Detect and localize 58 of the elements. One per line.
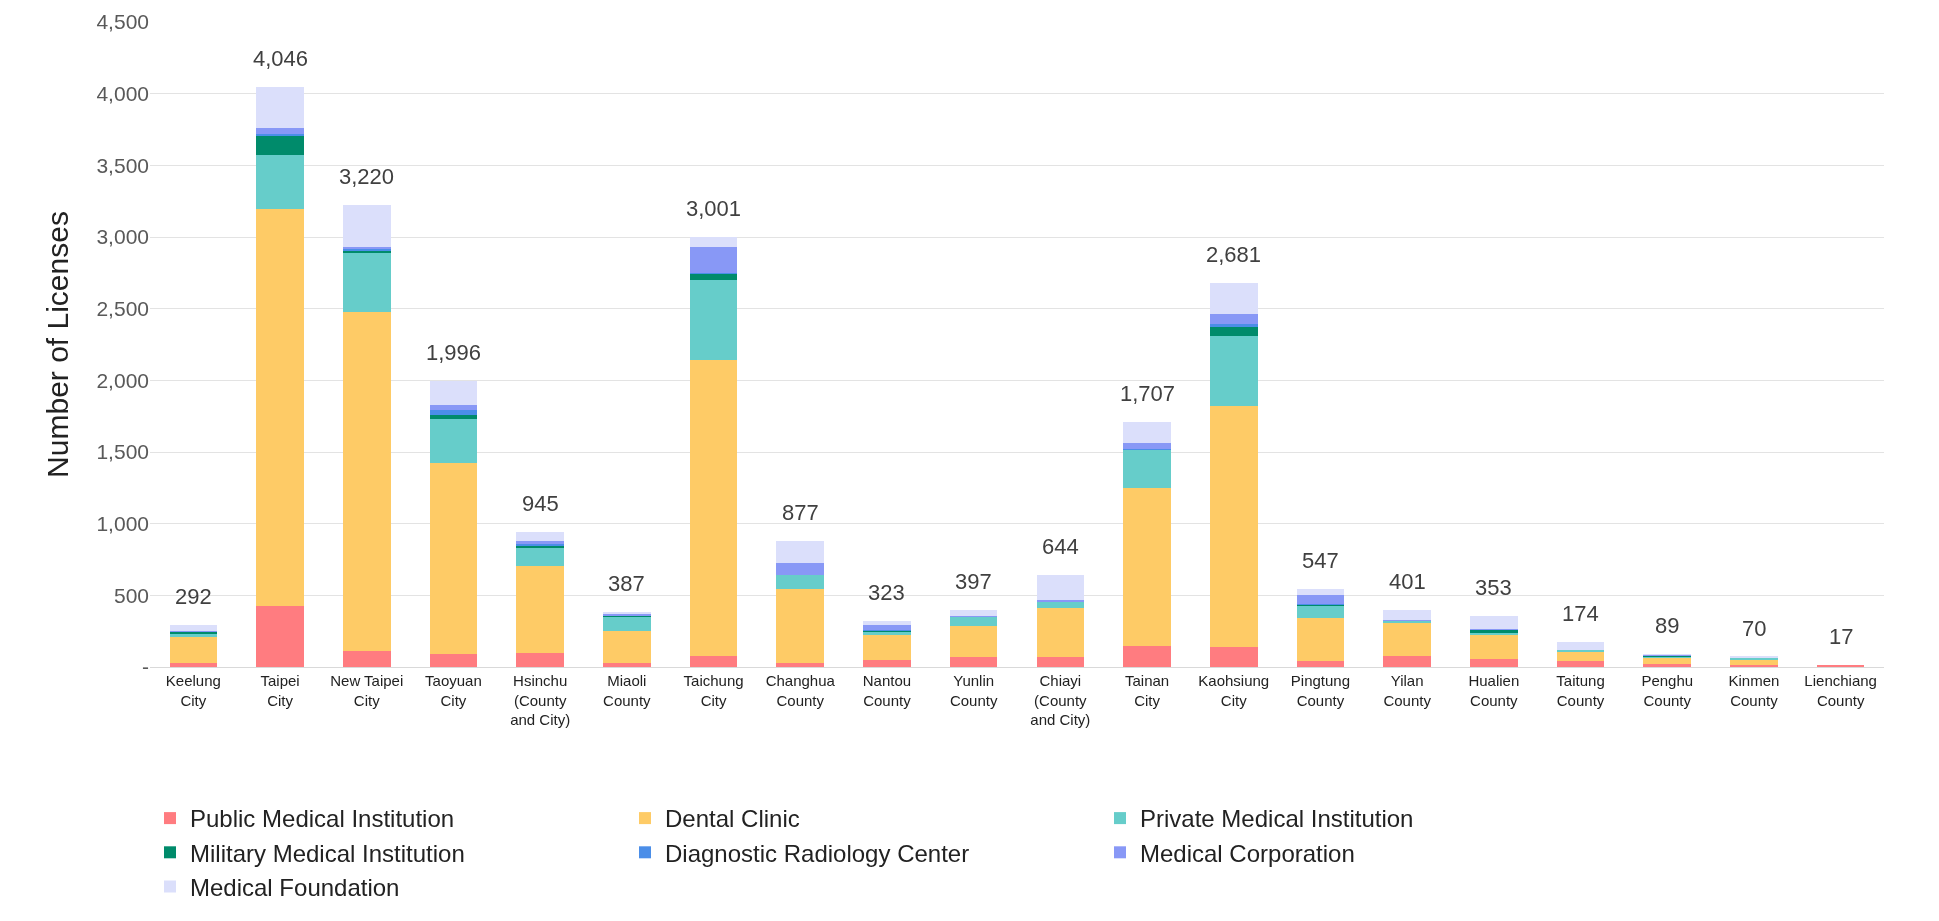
- total-label: 292: [175, 584, 212, 609]
- x-tick-label: Chiayi (County and City): [1030, 672, 1091, 728]
- x-tick-label: Keelung City: [165, 672, 221, 709]
- total-label: 323: [868, 580, 905, 605]
- total-label: 3,220: [339, 164, 395, 189]
- x-tick-label: New Taipei City: [330, 672, 404, 709]
- x-tick-label: Taitung County: [1556, 672, 1605, 709]
- legend-label: Public Medical Institution: [190, 805, 455, 833]
- x-tick-label: Yilan County: [1383, 672, 1432, 709]
- y-tick-label: 1,500: [96, 440, 149, 464]
- legend-label: Medical Corporation: [1140, 839, 1355, 867]
- total-label: 397: [955, 569, 992, 594]
- total-label: 353: [1475, 575, 1512, 600]
- total-label: 174: [1562, 601, 1599, 626]
- y-tick-label: 2,500: [96, 297, 149, 321]
- total-label: 1,996: [426, 340, 482, 365]
- total-label: 877: [782, 500, 819, 525]
- x-tick-label: Pingtung County: [1290, 672, 1351, 709]
- total-label: 945: [522, 491, 559, 516]
- total-label: 4,046: [253, 46, 309, 71]
- total-label: 2,681: [1206, 242, 1262, 267]
- total-label: 547: [1302, 548, 1339, 573]
- y-tick-label: 1,000: [96, 512, 149, 536]
- total-label: 17: [1829, 624, 1854, 649]
- legend-label: Medical Foundation: [190, 873, 400, 901]
- legend-label: Diagnostic Radiology Center: [665, 839, 970, 867]
- x-tick-label: Changhua County: [765, 672, 836, 709]
- x-tick-label: Hualien County: [1468, 672, 1520, 709]
- y-axis-title: Number of Licenses: [41, 211, 75, 478]
- x-tick-label: Miaoli County: [603, 672, 652, 709]
- x-tick-label: Kinmen County: [1728, 672, 1780, 709]
- legend-label: Private Medical Institution: [1140, 805, 1414, 833]
- x-tick-label: Yunlin County: [949, 672, 998, 709]
- y-tick-label: 3,000: [96, 225, 149, 249]
- x-tick-label: Taipei City: [260, 672, 300, 709]
- x-tick-label: Taoyuan City: [425, 672, 482, 709]
- x-tick-label: Penghu County: [1641, 672, 1694, 709]
- y-tick-label: 500: [113, 583, 149, 607]
- total-label: 70: [1742, 616, 1767, 641]
- x-tick-label: Nantou County: [862, 672, 912, 709]
- total-label: 387: [608, 571, 645, 596]
- total-label: 401: [1389, 569, 1426, 594]
- legend-label: Military Medical Institution: [190, 839, 465, 867]
- x-tick-label: Tainan City: [1124, 672, 1170, 709]
- y-tick-label: -: [142, 655, 149, 679]
- x-tick-label: Kaohsiung City: [1198, 672, 1270, 709]
- x-tick-label: Taichung City: [683, 672, 744, 709]
- total-label: 1,707: [1120, 381, 1176, 406]
- legend-label: Dental Clinic: [665, 805, 800, 833]
- total-label: 3,001: [686, 196, 742, 221]
- x-tick-label: Hsinchu (County and City): [510, 672, 571, 728]
- total-label: 644: [1042, 534, 1079, 559]
- y-tick-label: 4,000: [96, 82, 149, 106]
- y-tick-label: 3,500: [96, 153, 149, 177]
- y-tick-label: 4,500: [96, 10, 149, 34]
- x-tick-label: Lienchiang County: [1804, 672, 1877, 709]
- total-label: 89: [1655, 613, 1680, 638]
- y-tick-label: 2,000: [96, 368, 149, 392]
